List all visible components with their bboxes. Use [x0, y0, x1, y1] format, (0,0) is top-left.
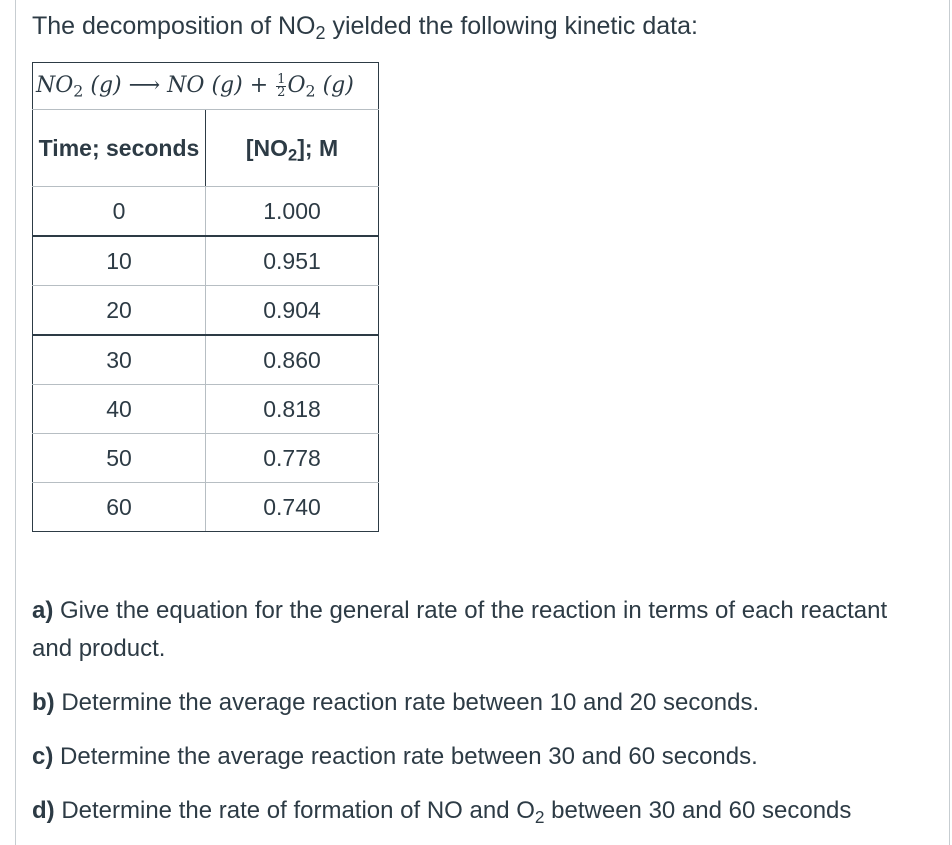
eq-frac-num: 1 [276, 71, 287, 87]
table-row: 0 1.000 [32, 186, 379, 237]
cell-time: 10 [32, 235, 206, 286]
cell-concentration: 0.860 [205, 334, 379, 385]
eq-frac-den: 2 [277, 84, 286, 100]
table-row: 50 0.778 [32, 433, 379, 483]
cell-time: 50 [32, 433, 206, 483]
eq-product-2-sub: 2 [305, 81, 316, 101]
eq-plus: + [249, 73, 269, 99]
col-header-time: Time; seconds [32, 109, 206, 187]
question-list: a) Give the equation for the general rat… [32, 592, 922, 830]
table-row: 30 0.860 [32, 334, 379, 385]
table-row: 10 0.951 [32, 235, 379, 286]
cell-concentration: 0.740 [205, 482, 379, 532]
question-d: d) Determine the rate of formation of NO… [32, 792, 922, 830]
cell-time: 30 [32, 334, 206, 385]
question-b-text: Determine the average reaction rate betw… [54, 689, 760, 716]
cell-concentration: 0.951 [205, 235, 379, 286]
intro-text-end: yielded the following kinetic data: [325, 12, 698, 40]
cell-concentration: 0.818 [205, 384, 379, 434]
question-b: b) Determine the average reaction rate b… [32, 684, 922, 722]
eq-product-2: O [287, 73, 306, 99]
table-row: 60 0.740 [32, 482, 379, 532]
cell-time: 60 [32, 482, 206, 532]
cell-concentration: 0.778 [205, 433, 379, 483]
equation-row: NO2 (g) ⟶ NO (g) + 1 2 O2 (g) [32, 62, 379, 110]
header-row: Time; seconds [NO2]; M [32, 109, 379, 187]
intro-sentence: The decomposition of NO2 yielded the fol… [32, 6, 698, 46]
right-border [949, 0, 950, 845]
table-row: 20 0.904 [32, 285, 379, 336]
cell-time: 20 [32, 285, 206, 336]
question-d-text: Determine the rate of formation of NO an… [54, 797, 535, 824]
cell-concentration: 1.000 [205, 186, 379, 237]
question-a-text: Give the equation for the general rate o… [32, 597, 888, 662]
eq-state-3: (g) [322, 73, 354, 99]
left-border [15, 0, 16, 845]
reaction-equation: NO2 (g) ⟶ NO (g) + 1 2 O2 (g) [32, 62, 379, 110]
intro-text: The decomposition of NO [32, 12, 316, 40]
eq-arrow: ⟶ [128, 73, 161, 99]
question-a-label: a) [32, 597, 54, 624]
eq-reactant: NO [36, 73, 74, 99]
cell-concentration: 0.904 [205, 285, 379, 336]
col-conc-prefix: [NO [245, 134, 289, 161]
question-c: c) Determine the average reaction rate b… [32, 738, 922, 776]
question-c-text: Determine the average reaction rate betw… [53, 743, 758, 770]
table-row: 40 0.818 [32, 384, 379, 434]
question-d-text-end: between 30 and 60 seconds [544, 797, 852, 824]
eq-product-1: NO [167, 73, 205, 99]
question-b-label: b) [32, 689, 55, 716]
cell-time: 0 [32, 186, 206, 237]
eq-state-1: (g) [90, 73, 122, 99]
cell-time: 40 [32, 384, 206, 434]
question-d-subscript: 2 [534, 806, 545, 827]
intro-subscript: 2 [315, 23, 326, 44]
eq-reactant-sub: 2 [73, 81, 84, 101]
eq-state-2: (g) [211, 73, 243, 99]
kinetic-data-table: NO2 (g) ⟶ NO (g) + 1 2 O2 (g) Time; second… [32, 62, 379, 532]
question-d-label: d) [32, 797, 55, 824]
col-header-concentration: [NO2]; M [205, 109, 379, 187]
question-c-label: c) [32, 743, 54, 770]
question-a: a) Give the equation for the general rat… [32, 592, 922, 668]
col-conc-sub: 2 [288, 145, 298, 165]
col-conc-suffix: ]; M [297, 134, 339, 161]
